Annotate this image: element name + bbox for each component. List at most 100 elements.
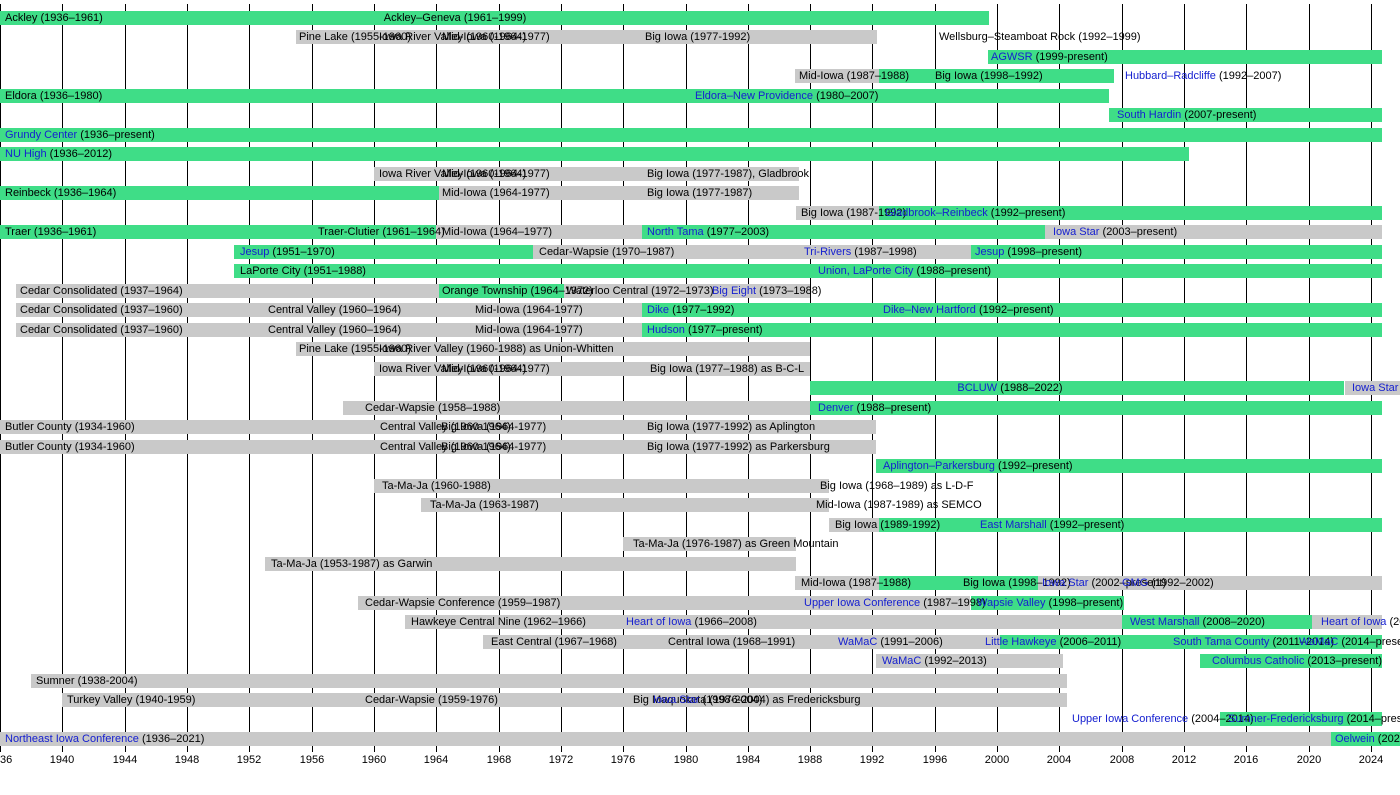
timeline-bar	[1038, 576, 1382, 590]
school-link[interactable]: Sumner-Fredericksburg	[1228, 713, 1344, 725]
school-link[interactable]: Denver	[818, 402, 854, 414]
timeline-bar	[0, 11, 989, 25]
school-link[interactable]: Northeast Iowa Conference	[5, 733, 139, 745]
school-link[interactable]: BCLUW	[957, 382, 998, 394]
timeline-label: East Central (1967–1968)	[491, 636, 617, 649]
label-text: (1991–2006)	[877, 636, 943, 648]
label-text: Big Iowa (1977-1992) as Aplington	[647, 421, 816, 433]
school-link[interactable]: West Marshall	[1130, 616, 1200, 628]
timeline-label: Mid-Iowa (1964–1977)	[442, 226, 552, 239]
timeline-bar	[642, 225, 1046, 239]
label-text: Big Iowa (1977-1992) as Parkersburg	[647, 441, 830, 453]
timeline-label: Gladbrook–Reinbeck (1992–present)	[885, 207, 1065, 220]
school-link[interactable]: Tri-Rivers	[804, 246, 852, 258]
school-link[interactable]: Jesup	[975, 246, 1005, 258]
axis-tick	[997, 747, 998, 752]
school-link[interactable]: Iowa Star	[653, 694, 700, 706]
school-link[interactable]: Upper Iowa Conference	[1072, 713, 1189, 725]
timeline-bar	[374, 362, 810, 376]
school-link[interactable]: AGWSR	[991, 51, 1033, 63]
label-text: (2004–2014)	[1188, 713, 1254, 725]
timeline-bar	[971, 245, 1382, 259]
timeline-bar	[0, 186, 439, 200]
timeline-label: Central Valley (1960–1964)	[268, 324, 401, 337]
label-text: Central Valley (1960–1964)	[268, 304, 402, 316]
label-text: Butler County (1934-1960)	[5, 421, 135, 433]
school-link[interactable]: Little Hawkeye	[985, 636, 1057, 648]
school-link[interactable]: Heart of Iowa	[626, 616, 692, 628]
school-link[interactable]: Hudson	[647, 324, 685, 336]
axis-tick	[810, 747, 811, 752]
timeline-label: Mid-Iowa (1964-1977)	[442, 363, 550, 376]
timeline-label: Mid-Iowa (1987–1988)	[799, 70, 909, 83]
school-link[interactable]: South Hardin	[1117, 109, 1182, 121]
label-text: Wellsburg–Steamboat Rock (1992–1999)	[939, 31, 1141, 43]
school-link[interactable]: Union, LaPorte City	[818, 265, 914, 277]
label-text: Big Iowa (1977-1987)	[647, 187, 753, 199]
school-link[interactable]: Iowa Star	[1042, 577, 1089, 589]
timeline-label: Hubbard–Radcliffe (1992–2007)	[1125, 70, 1281, 83]
timeline-label: Jesup (1998–present)	[975, 246, 1082, 259]
label-text: Orange Township (1964–1972)	[442, 285, 593, 297]
timeline-label: LaPorte City (1951–1988)	[240, 265, 366, 278]
label-text: (2008–2020)	[1199, 616, 1265, 628]
label-text: Pine Lake (1955-1960)	[299, 343, 411, 355]
school-link[interactable]: Dike–New Hartford	[883, 304, 976, 316]
school-link[interactable]: Gladbrook–Reinbeck	[885, 207, 988, 219]
school-link[interactable]: Eldora–New Providence	[695, 90, 814, 102]
school-link[interactable]: NU High	[5, 148, 47, 160]
axis-year-label: 1964	[423, 754, 449, 766]
axis-year-label: 1948	[174, 754, 200, 766]
label-text: (2002–present)	[1088, 577, 1167, 589]
label-text: Mid-Iowa (1964–1977)	[442, 226, 553, 238]
school-link[interactable]: Iowa Star	[1053, 226, 1100, 238]
label-text: Waterloo Central (1972–1973)	[566, 285, 714, 297]
school-link[interactable]: Big Eight	[712, 285, 757, 297]
timeline-label: WaMaC (1991–2006)	[838, 636, 943, 649]
timeline-label: Heart of Iowa (1966–2008)	[626, 616, 757, 629]
timeline-label: Cedar-Wapsie (1958–1988)	[365, 402, 500, 415]
timeline-bar	[374, 167, 799, 181]
timeline-bar	[0, 440, 876, 454]
label-text: Big Maquoketa (1976-2004) as Fredericksb…	[633, 694, 861, 706]
school-link[interactable]: GMG	[1122, 577, 1149, 589]
school-link[interactable]: East Marshall	[980, 519, 1047, 531]
timeline-bar	[1000, 635, 1382, 649]
school-link[interactable]: South Tama County	[1173, 636, 1270, 648]
school-link[interactable]: WaMaC	[838, 636, 878, 648]
school-link[interactable]: North Tama	[647, 226, 704, 238]
timeline-bar	[879, 69, 1114, 83]
school-link[interactable]: WaMaC	[882, 655, 922, 667]
school-link[interactable]: Upper Iowa Conference	[804, 597, 921, 609]
timeline-bar	[343, 401, 810, 415]
school-link[interactable]: Aplington–Parkersburg	[883, 460, 995, 472]
school-link[interactable]: Grundy Center	[5, 129, 78, 141]
timeline-bar	[436, 225, 642, 239]
label-text: (1980–2007)	[813, 90, 879, 102]
school-link[interactable]: Hubbard–Radcliffe	[1125, 70, 1216, 82]
label-text: (1977–present)	[684, 324, 763, 336]
timeline-label: Ta-Ma-Ja (1963-1987)	[430, 499, 539, 512]
timeline-bar	[795, 576, 879, 590]
timeline-label: Heart of Iowa (2020–present)	[1321, 616, 1400, 629]
label-text: Sumner (1938-2004)	[36, 675, 138, 687]
school-link[interactable]: Wapsie Valley	[977, 597, 1046, 609]
axis-tick	[499, 747, 500, 752]
timeline-label: Sumner (1938-2004)	[36, 675, 138, 688]
timeline-label: Iowa River Valley (1960-1964)	[379, 363, 526, 376]
school-link[interactable]: Iowa Star	[1352, 382, 1399, 394]
school-link[interactable]: Oelwein	[1335, 733, 1375, 745]
label-text: (1992–present)	[994, 460, 1073, 472]
timeline-bar	[1200, 654, 1382, 668]
gridline	[872, 4, 873, 747]
timeline-bar	[988, 50, 1382, 64]
school-link[interactable]: Jesup	[240, 246, 270, 258]
axis-year-label: 1940	[49, 754, 75, 766]
gridline	[935, 4, 936, 747]
axis-year-label: 2000	[984, 754, 1010, 766]
school-link[interactable]: WaMaC	[1299, 636, 1339, 648]
school-link[interactable]: Dike	[647, 304, 670, 316]
school-link[interactable]: Heart of Iowa	[1321, 616, 1387, 628]
label-text: Big Iowa (1998–1992)	[935, 70, 1043, 82]
school-link[interactable]: Columbus Catholic	[1212, 655, 1305, 667]
